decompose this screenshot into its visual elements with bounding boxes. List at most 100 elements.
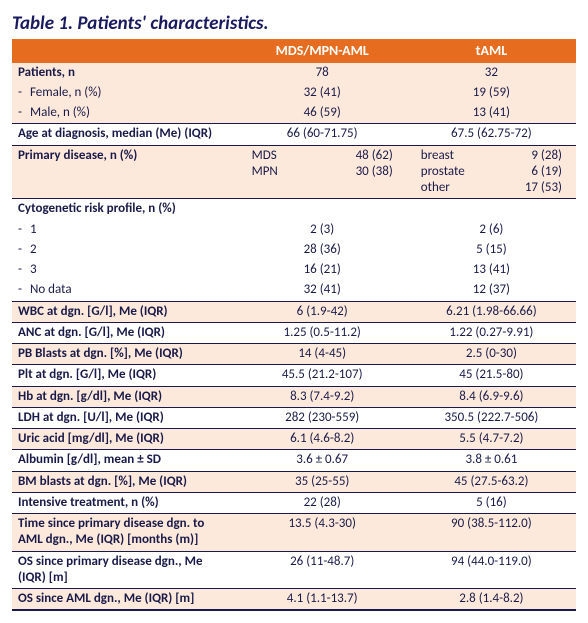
table-row: Albumin [g/dl], mean ± SD 3.6 ± 0.67 3.8…	[12, 450, 576, 471]
cell: 4.1 (1.1-13.7)	[238, 589, 407, 611]
cell: 2.5 (0-30)	[407, 344, 576, 365]
kv: other17 (53)	[413, 180, 570, 196]
cell: 46 (59)	[238, 103, 407, 124]
cell: 45.5 (21.2-107)	[238, 365, 407, 386]
row-sublabel: 1	[12, 220, 238, 240]
row-label: LDH at dgn. [U/l], Me (IQR)	[12, 407, 238, 428]
cell: 2 (6)	[407, 220, 576, 240]
table-row: 2 28 (36) 5 (15)	[12, 240, 576, 260]
header-row: MDS/MPN-AML tAML	[12, 39, 576, 63]
kv: breast9 (28)	[413, 148, 570, 164]
row-label: Patients, n	[12, 63, 238, 83]
cell: 2.8 (1.4-8.2)	[407, 589, 576, 611]
row-sublabel: No data	[12, 280, 238, 301]
table-row: 3 16 (21) 13 (41)	[12, 260, 576, 280]
table-row: Patients, n 78 32	[12, 63, 576, 83]
table-row: Intensive treatment, n (%) 22 (28) 5 (16…	[12, 492, 576, 513]
cell: 1.25 (0.5-11.2)	[238, 322, 407, 343]
header-c1: MDS/MPN-AML	[238, 39, 407, 63]
header-blank	[12, 39, 238, 63]
row-label: Primary disease, n (%)	[12, 145, 238, 199]
patients-table: MDS/MPN-AML tAML Patients, n 78 32 Femal…	[12, 39, 576, 611]
table-caption: Table 1. Patients' characteristics.	[12, 12, 576, 35]
row-label: Intensive treatment, n (%)	[12, 492, 238, 513]
table-row: 1 2 (3) 2 (6)	[12, 220, 576, 240]
cell: 32 (41)	[238, 83, 407, 103]
row-sublabel: Male, n (%)	[12, 103, 238, 124]
row-label: OS since primary disease dgn., Me (IQR) …	[12, 551, 238, 589]
table-row: Time since primary disease dgn. to AML d…	[12, 514, 576, 552]
row-label: OS since AML dgn., Me (IQR) [m]	[12, 589, 238, 611]
table-row: BM blasts at dgn. [%], Me (IQR) 35 (25-5…	[12, 471, 576, 492]
cell: 28 (36)	[238, 240, 407, 260]
cell: 12 (37)	[407, 280, 576, 301]
cell: 13 (41)	[407, 260, 576, 280]
table-row: Female, n (%) 32 (41) 19 (59)	[12, 83, 576, 103]
cell: 19 (59)	[407, 83, 576, 103]
table-row: WBC at dgn. [G/l], Me (IQR) 6 (1.9-42) 6…	[12, 301, 576, 322]
cell	[238, 199, 407, 220]
cell: 5 (16)	[407, 492, 576, 513]
row-label: PB Blasts at dgn. [%], Me (IQR)	[12, 344, 238, 365]
row-label: ANC at dgn. [G/l], Me (IQR)	[12, 322, 238, 343]
cell: 94 (44.0-119.0)	[407, 551, 576, 589]
cell: 8.3 (7.4-9.2)	[238, 386, 407, 407]
cell: 78	[238, 63, 407, 83]
cell: 45 (27.5-63.2)	[407, 471, 576, 492]
table-row: Uric acid [mg/dl], Me (IQR) 6.1 (4.6-8.2…	[12, 429, 576, 450]
cell: 6.21 (1.98-66.66)	[407, 301, 576, 322]
table-row: Plt at dgn. [G/l], Me (IQR) 45.5 (21.2-1…	[12, 365, 576, 386]
table-row: Age at diagnosis, median (Me) (IQR) 66 (…	[12, 124, 576, 145]
kv: MPN30 (38)	[244, 164, 401, 180]
cell: 8.4 (6.9-9.6)	[407, 386, 576, 407]
cell: 5.5 (4.7-7.2)	[407, 429, 576, 450]
kv: prostate6 (19)	[413, 164, 570, 180]
cell: 32	[407, 63, 576, 83]
table-row: No data 32 (41) 12 (37)	[12, 280, 576, 301]
row-label: Hb at dgn. [g/dl], Me (IQR)	[12, 386, 238, 407]
row-label: Plt at dgn. [G/l], Me (IQR)	[12, 365, 238, 386]
cell: 90 (38.5-112.0)	[407, 514, 576, 552]
row-label: Cytogenetic risk profile, n (%)	[12, 199, 238, 220]
cell: 67.5 (62.75-72)	[407, 124, 576, 145]
cell: 13.5 (4.3-30)	[238, 514, 407, 552]
table-row: OS since primary disease dgn., Me (IQR) …	[12, 551, 576, 589]
cell	[407, 199, 576, 220]
table-row: PB Blasts at dgn. [%], Me (IQR) 14 (4-45…	[12, 344, 576, 365]
cell: 35 (25-55)	[238, 471, 407, 492]
header-c2: tAML	[407, 39, 576, 63]
cell: 5 (15)	[407, 240, 576, 260]
table-row: LDH at dgn. [U/l], Me (IQR) 282 (230-559…	[12, 407, 576, 428]
row-label: Time since primary disease dgn. to AML d…	[12, 514, 238, 552]
cell: 3.8 ± 0.61	[407, 450, 576, 471]
cell: 6 (1.9-42)	[238, 301, 407, 322]
table-row: OS since AML dgn., Me (IQR) [m] 4.1 (1.1…	[12, 589, 576, 611]
row-label: Age at diagnosis, median (Me) (IQR)	[12, 124, 238, 145]
cell: 6.1 (4.6-8.2)	[238, 429, 407, 450]
table-row: ANC at dgn. [G/l], Me (IQR) 1.25 (0.5-11…	[12, 322, 576, 343]
kv: MDS48 (62)	[244, 148, 401, 164]
table-row: Cytogenetic risk profile, n (%)	[12, 199, 576, 220]
cell: 13 (41)	[407, 103, 576, 124]
row-sublabel: 3	[12, 260, 238, 280]
table-row: Male, n (%) 46 (59) 13 (41)	[12, 103, 576, 124]
cell: 26 (11-48.7)	[238, 551, 407, 589]
row-label: Albumin [g/dl], mean ± SD	[12, 450, 238, 471]
row-label: WBC at dgn. [G/l], Me (IQR)	[12, 301, 238, 322]
cell: 16 (21)	[238, 260, 407, 280]
row-label: BM blasts at dgn. [%], Me (IQR)	[12, 471, 238, 492]
row-label: Uric acid [mg/dl], Me (IQR)	[12, 429, 238, 450]
table-row: Hb at dgn. [g/dl], Me (IQR) 8.3 (7.4-9.2…	[12, 386, 576, 407]
cell: 66 (60-71.75)	[238, 124, 407, 145]
cell: 2 (3)	[238, 220, 407, 240]
cell-multi: MDS48 (62) MPN30 (38)	[238, 145, 407, 199]
cell: 32 (41)	[238, 280, 407, 301]
cell: 3.6 ± 0.67	[238, 450, 407, 471]
table-row: Primary disease, n (%) MDS48 (62) MPN30 …	[12, 145, 576, 199]
row-sublabel: 2	[12, 240, 238, 260]
cell: 14 (4-45)	[238, 344, 407, 365]
cell: 22 (28)	[238, 492, 407, 513]
cell: 350.5 (222.7-506)	[407, 407, 576, 428]
cell: 282 (230-559)	[238, 407, 407, 428]
row-sublabel: Female, n (%)	[12, 83, 238, 103]
